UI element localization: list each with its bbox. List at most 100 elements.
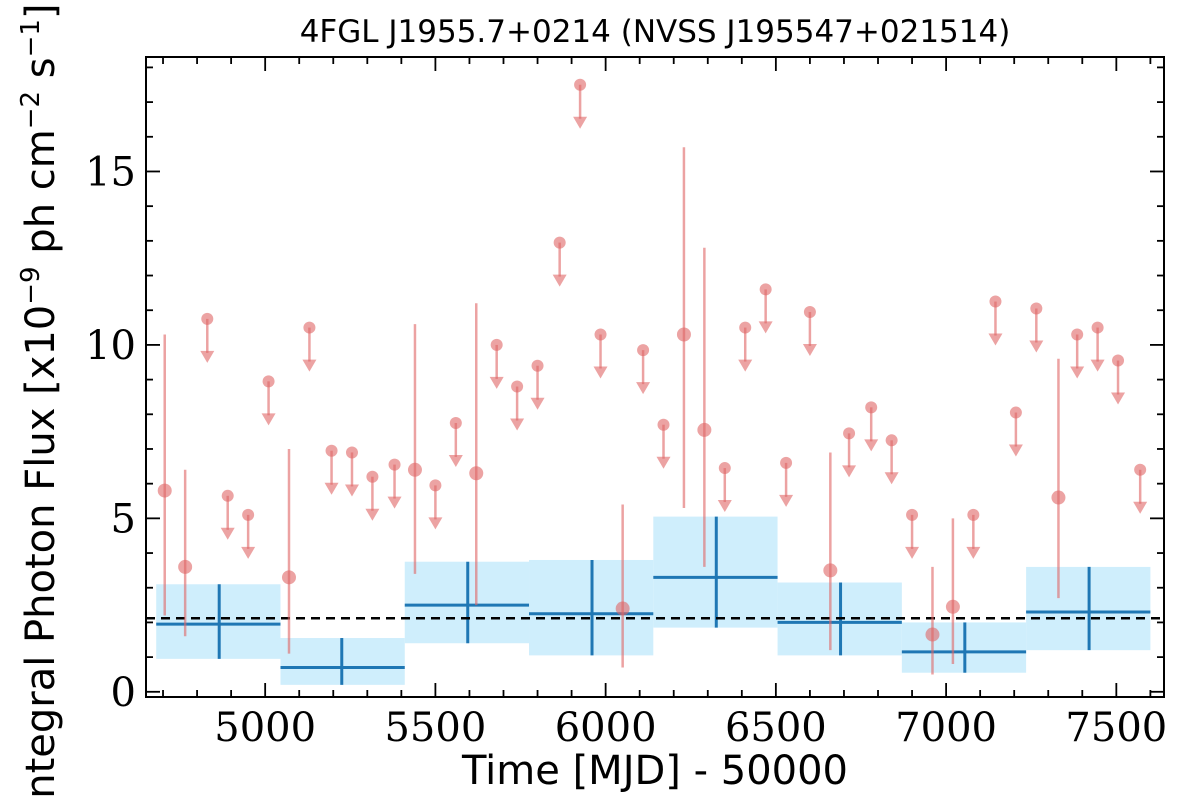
- upper-limit-point-2: [242, 508, 255, 521]
- upper-limit-arrow-8: [387, 496, 402, 509]
- upper-limit-point-14: [553, 236, 566, 249]
- x-tick-label: 5500: [384, 705, 486, 751]
- upper-limit-arrow-2: [241, 546, 256, 559]
- upper-limit-point-34: [1112, 354, 1125, 367]
- upper-limit-arrow-11: [489, 376, 504, 389]
- upper-limit-point-21: [759, 283, 772, 296]
- y-axis-label: Integral Photon Flux [x10−9 ph cm−2 s−1]: [16, 3, 64, 800]
- upper-limit-arrow-30: [1008, 444, 1023, 457]
- upper-limit-arrow-34: [1111, 392, 1126, 405]
- band-layer: [156, 516, 1151, 685]
- upper-limit-arrow-24: [842, 465, 857, 478]
- upper-limit-point-15: [574, 78, 587, 91]
- upper-limit-arrow-23: [802, 343, 817, 356]
- upper-limit-arrow-6: [344, 484, 359, 497]
- upper-limit-point-26: [885, 434, 898, 447]
- upper-limit-arrow-1: [220, 527, 235, 540]
- upper-limit-point-20: [739, 321, 752, 334]
- upper-limit-point-16: [594, 328, 607, 341]
- upper-limit-point-8: [388, 458, 401, 471]
- upper-limit-point-28: [967, 508, 980, 521]
- upper-limit-point-5: [325, 444, 338, 457]
- flux-point-7: [697, 422, 712, 437]
- upper-limit-arrow-16: [593, 366, 608, 379]
- upper-limit-arrow-28: [966, 546, 981, 559]
- bin-layer: [156, 516, 1151, 685]
- upper-limit-point-13: [531, 359, 544, 372]
- upper-limit-arrow-9: [428, 517, 443, 530]
- upper-limit-point-18: [657, 418, 670, 431]
- upper-limit-point-25: [865, 401, 878, 414]
- upper-limit-point-22: [780, 456, 793, 469]
- upper-limit-point-31: [1030, 302, 1043, 315]
- upper-limit-arrow-31: [1029, 340, 1044, 353]
- upper-limit-arrow-33: [1090, 359, 1105, 372]
- upper-limit-arrow-18: [656, 456, 671, 469]
- upper-limit-point-23: [803, 305, 816, 318]
- upper-limit-point-19: [718, 462, 731, 475]
- upper-limit-arrow-15: [573, 116, 588, 129]
- upper-limit-arrow-13: [530, 397, 545, 410]
- upper-limit-point-9: [429, 479, 442, 492]
- upper-limit-point-35: [1134, 463, 1147, 476]
- x-tick-label: 7000: [895, 705, 997, 751]
- tick-layer: 5000 5500 6000 6500 7000 7500 0 5 10 15: [85, 57, 1167, 751]
- flux-point-1: [178, 559, 193, 574]
- chart-title: 4FGL J1955.7+0214 (NVSS J195547+021514): [300, 14, 1011, 50]
- upper-limit-arrow-27: [905, 546, 920, 559]
- upper-limit-arrow-4: [302, 359, 317, 372]
- flux-point-4: [469, 466, 484, 481]
- upper-limit-point-3: [262, 375, 275, 388]
- upper-limit-point-27: [906, 508, 919, 521]
- plot-frame: [145, 56, 1165, 698]
- y-tick-label: 15: [85, 149, 136, 195]
- y-axis-label-mid: ph cm: [18, 129, 64, 266]
- flux-point-3: [407, 462, 422, 477]
- upper-limit-arrow-14: [552, 274, 567, 287]
- upper-limit-arrow-17: [636, 382, 651, 395]
- upper-limit-arrow-3: [261, 413, 276, 426]
- flux-point-10: [945, 599, 960, 614]
- upper-limit-point-33: [1091, 321, 1104, 334]
- upper-limit-arrow-25: [864, 439, 879, 452]
- upper-limit-arrow-12: [510, 418, 525, 431]
- flux-point-6: [676, 327, 691, 342]
- upper-limit-arrow-35: [1133, 501, 1148, 514]
- upper-limit-arrow-32: [1070, 366, 1085, 379]
- upper-limit-point-12: [511, 380, 524, 393]
- y-axis-label-main: Integral Photon Flux [x10: [18, 305, 64, 800]
- upper-limit-arrow-19: [717, 500, 732, 513]
- point-layer: [157, 78, 1148, 675]
- upper-limit-arrow-21: [758, 321, 773, 334]
- flux-point-8: [823, 563, 838, 578]
- x-tick-label: 5000: [214, 705, 316, 751]
- y-axis-label-exp2: −2: [16, 91, 46, 129]
- y-tick-label: 5: [111, 496, 136, 542]
- upper-limit-arrow-26: [884, 472, 899, 485]
- upper-limit-point-32: [1071, 328, 1084, 341]
- upper-limit-point-11: [490, 338, 503, 351]
- upper-limit-arrow-22: [779, 494, 794, 507]
- upper-limit-arrow-5: [324, 482, 339, 495]
- x-tick-label: 6500: [725, 705, 827, 751]
- y-axis-label-s: s: [18, 57, 64, 91]
- upper-limit-arrow-7: [365, 508, 380, 521]
- flux-point-0: [157, 483, 172, 498]
- x-tick-label: 6000: [555, 705, 657, 751]
- flux-point-2: [281, 570, 296, 585]
- upper-limit-point-17: [637, 344, 650, 357]
- upper-limit-arrow-10: [448, 454, 463, 467]
- upper-limit-arrow-20: [738, 359, 753, 372]
- y-tick-label: 10: [85, 323, 136, 369]
- y-axis-label-exp3: −1: [16, 19, 46, 57]
- upper-limit-arrow-0: [200, 350, 215, 363]
- upper-limit-point-29: [989, 295, 1002, 308]
- flux-point-11: [1051, 490, 1066, 505]
- upper-limit-point-10: [449, 416, 462, 429]
- flux-point-5: [615, 601, 630, 616]
- upper-limit-point-1: [221, 489, 234, 502]
- y-axis-label-exp1: −9: [16, 266, 46, 304]
- upper-limit-point-7: [366, 470, 379, 483]
- x-tick-label: 7500: [1065, 705, 1167, 751]
